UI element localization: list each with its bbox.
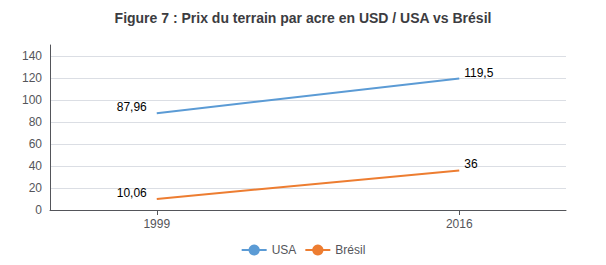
svg-text:USA: USA <box>272 243 297 257</box>
svg-text:10,06: 10,06 <box>117 186 147 200</box>
svg-text:87,96: 87,96 <box>117 100 147 114</box>
svg-text:80: 80 <box>29 115 43 129</box>
svg-text:Brésil: Brésil <box>335 243 365 257</box>
svg-text:0: 0 <box>35 203 42 217</box>
svg-text:40: 40 <box>29 159 43 173</box>
svg-text:120: 120 <box>22 71 42 85</box>
svg-text:100: 100 <box>22 93 42 107</box>
svg-text:20: 20 <box>29 181 43 195</box>
svg-text:36: 36 <box>464 157 478 171</box>
svg-text:60: 60 <box>29 137 43 151</box>
svg-text:1999: 1999 <box>143 217 170 231</box>
svg-text:119,5: 119,5 <box>464 66 493 80</box>
svg-text:2016: 2016 <box>446 217 473 231</box>
svg-text:Figure 7 : Prix du terrain par: Figure 7 : Prix du terrain par acre en U… <box>115 10 492 26</box>
svg-text:140: 140 <box>22 49 42 63</box>
